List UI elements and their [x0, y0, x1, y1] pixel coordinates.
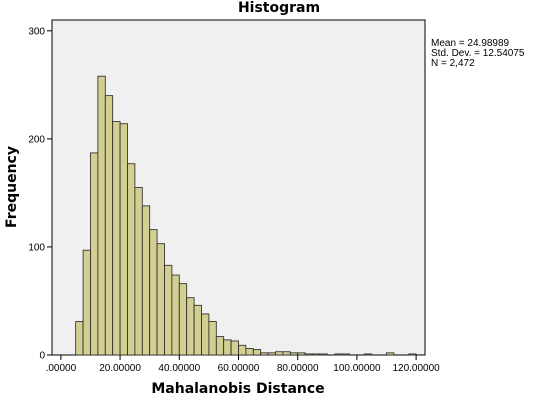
histogram-bar: [245, 348, 254, 356]
histogram-bar: [141, 205, 151, 356]
stat-line: N = 2,472: [431, 58, 475, 69]
histogram-bar: [171, 274, 180, 356]
histogram-bar: [289, 352, 299, 356]
histogram-bar: [312, 353, 321, 356]
histogram-bar: [97, 75, 106, 356]
histogram-bar: [134, 187, 143, 356]
histogram-bar: [267, 352, 276, 356]
histogram-bar: [260, 352, 269, 356]
histogram-bar: [156, 243, 165, 356]
histogram-bar: [334, 353, 343, 356]
histogram-bar: [164, 264, 173, 356]
histogram-bar: [112, 121, 121, 356]
x-tick-label: 100.00000: [333, 363, 381, 374]
stat-line: Mean = 24.98989: [431, 38, 510, 49]
y-tick-label: 200: [28, 134, 45, 145]
x-axis-label: Mahalanobis Distance: [151, 381, 324, 397]
histogram-bar: [193, 304, 202, 356]
histogram-bar: [186, 297, 195, 356]
y-tick-label: 0: [39, 351, 45, 362]
histogram-bar: [223, 339, 232, 356]
histogram-bar: [215, 336, 225, 356]
x-tick-label: 60.00000: [218, 363, 260, 374]
histogram-bar: [341, 353, 350, 356]
histogram-bar: [252, 349, 262, 356]
x-tick-label: .00000: [46, 363, 77, 374]
stat-line: Std. Dev. = 12.54075: [431, 48, 525, 59]
histogram-bar: [127, 163, 136, 356]
y-axis: 0 100 200 300: [28, 26, 52, 362]
y-tick-label: 300: [28, 26, 45, 37]
histogram-bar: [275, 351, 284, 356]
y-tick-label: 100: [28, 242, 45, 253]
x-tick-label: 20.00000: [99, 363, 141, 374]
histogram-bar: [208, 321, 217, 356]
x-tick-label: 120.00000: [392, 363, 440, 374]
histogram-bar: [319, 353, 328, 356]
histogram-bar: [104, 95, 114, 356]
histogram-bars: [75, 75, 417, 356]
histogram-bar: [363, 353, 373, 356]
histogram-bar: [119, 123, 128, 356]
histogram-bar: [297, 352, 306, 356]
chart-title: Histogram: [238, 0, 320, 16]
histogram-bar: [82, 249, 91, 356]
histogram-bar: [408, 353, 417, 356]
histogram-bar: [238, 344, 247, 356]
histogram-bar: [201, 313, 210, 356]
histogram-bar: [386, 352, 395, 356]
histogram-bar: [149, 229, 158, 356]
x-tick-label: 80.00000: [277, 363, 319, 374]
histogram-bar: [90, 152, 99, 356]
x-tick-label: 40.00000: [158, 363, 200, 374]
histogram-bar: [75, 321, 84, 356]
histogram-bar: [230, 340, 239, 356]
y-axis-label: Frequency: [4, 146, 20, 228]
x-axis: .00000 20.00000 40.00000 60.00000 80.00000 10…: [46, 355, 440, 374]
histogram-bar: [304, 353, 313, 356]
histogram-bar: [282, 351, 291, 356]
histogram-bar: [178, 283, 188, 356]
